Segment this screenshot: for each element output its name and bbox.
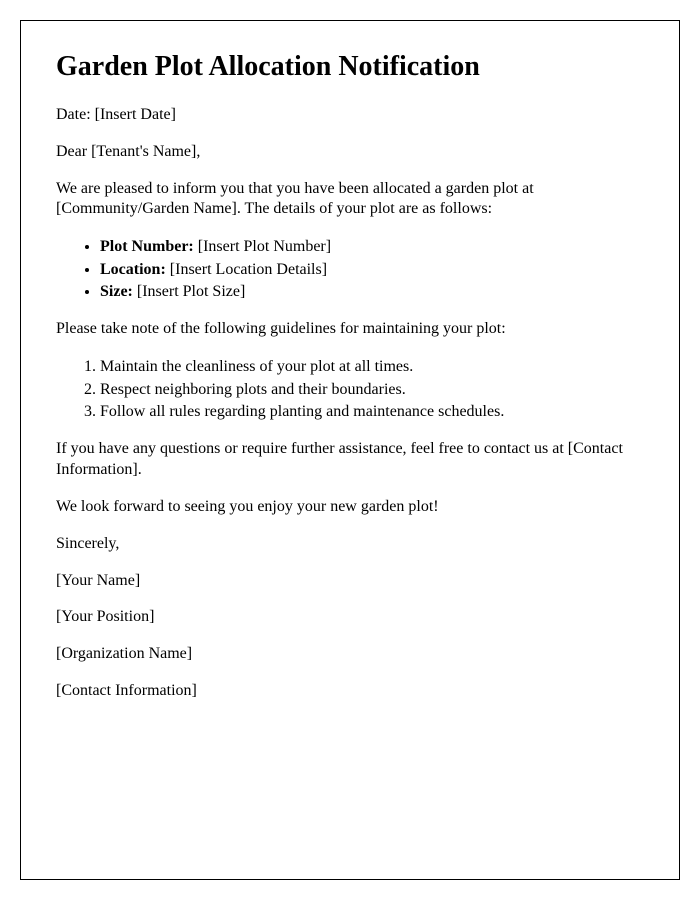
sign-off: Sincerely, [56, 534, 644, 555]
intro-paragraph: We are pleased to inform you that you ha… [56, 179, 644, 221]
signature-contact: [Contact Information] [56, 681, 644, 702]
closing-paragraph: We look forward to seeing you enjoy your… [56, 497, 644, 518]
location-item: Location: [Insert Location Details] [100, 259, 644, 281]
plot-number-item: Plot Number: [Insert Plot Number] [100, 236, 644, 258]
document-container: Garden Plot Allocation Notification Date… [20, 20, 680, 880]
date-line: Date: [Insert Date] [56, 105, 644, 126]
signature-name: [Your Name] [56, 571, 644, 592]
size-item: Size: [Insert Plot Size] [100, 281, 644, 303]
document-title: Garden Plot Allocation Notification [56, 51, 644, 83]
guidelines-intro: Please take note of the following guidel… [56, 319, 644, 340]
signature-organization: [Organization Name] [56, 644, 644, 665]
size-label: Size: [100, 283, 133, 300]
guideline-item-2: Respect neighboring plots and their boun… [100, 379, 644, 401]
signature-position: [Your Position] [56, 607, 644, 628]
guideline-item-3: Follow all rules regarding planting and … [100, 401, 644, 423]
guidelines-list: Maintain the cleanliness of your plot at… [100, 356, 644, 423]
plot-details-list: Plot Number: [Insert Plot Number] Locati… [100, 236, 644, 303]
guideline-item-1: Maintain the cleanliness of your plot at… [100, 356, 644, 378]
size-value: [Insert Plot Size] [133, 283, 245, 300]
contact-paragraph: If you have any questions or require fur… [56, 439, 644, 481]
salutation: Dear [Tenant's Name], [56, 142, 644, 163]
plot-number-label: Plot Number: [100, 238, 194, 255]
location-label: Location: [100, 261, 166, 278]
plot-number-value: [Insert Plot Number] [194, 238, 331, 255]
location-value: [Insert Location Details] [166, 261, 327, 278]
